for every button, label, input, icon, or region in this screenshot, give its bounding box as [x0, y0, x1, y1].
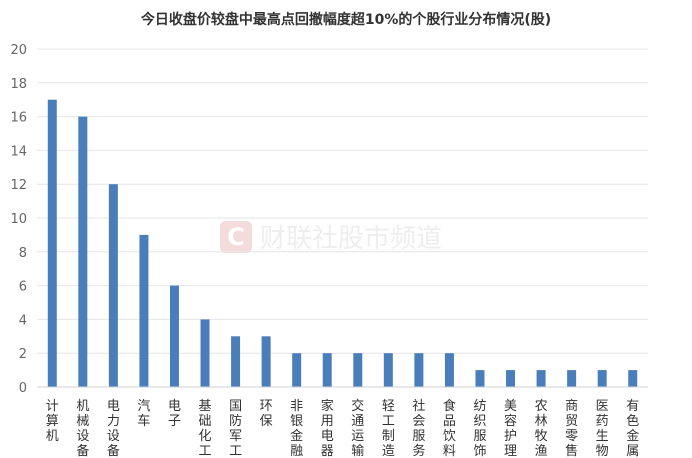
x-tick-label: 医药生物 [596, 399, 609, 458]
x-tick-label: 非银金融 [290, 399, 303, 458]
x-tick-label: 国防军工 [229, 399, 242, 458]
y-tick-label: 12 [10, 178, 27, 193]
bar [383, 353, 393, 387]
bar [139, 234, 149, 387]
x-tick-label: 社会服务 [412, 398, 425, 458]
bar [597, 370, 607, 387]
chart-title: 今日收盘价较盘中最高点回撤幅度超10%的个股行业分布情况(股) [140, 11, 551, 28]
x-tick-label: 电力设备 [107, 399, 120, 458]
y-tick-label: 4 [19, 313, 27, 328]
bar [353, 353, 363, 387]
x-tick-label: 计算机 [46, 399, 59, 444]
watermark-logo-icon [220, 221, 252, 253]
y-tick-label: 10 [10, 212, 27, 227]
y-tick-label: 0 [19, 381, 27, 396]
bar [475, 370, 485, 387]
x-tick-label: 汽车 [137, 399, 150, 429]
bar [444, 353, 454, 387]
x-tick-label: 食品饮料 [443, 398, 456, 458]
bars [47, 99, 638, 387]
watermark: C 财联社股市频道 [220, 221, 442, 254]
x-tick-label: 电子 [168, 399, 181, 429]
grid-lines [37, 48, 648, 354]
bar [414, 353, 424, 387]
y-tick-label: 16 [10, 111, 27, 126]
bar [108, 184, 118, 387]
bar [536, 370, 546, 387]
watermark-text: 财联社股市频道 [260, 224, 442, 254]
bar [322, 353, 332, 387]
y-tick-label: 6 [19, 280, 27, 295]
x-tick-label: 基础化工 [199, 399, 212, 458]
y-tick-label: 20 [10, 43, 27, 58]
x-tick-label: 有色金属 [626, 399, 639, 458]
x-tick-label: 纺织服饰 [473, 399, 486, 458]
bar [292, 353, 302, 387]
y-axis-ticks: 0 2 4 6 8 10 12 14 16 18 20 [10, 43, 27, 396]
bar [231, 336, 241, 387]
x-tick-label: 机械设备 [76, 399, 89, 458]
bar [200, 319, 210, 387]
bar [567, 370, 577, 387]
watermark-logo-letter: C [227, 223, 245, 251]
x-tick-label: 交通运输 [351, 398, 364, 458]
y-tick-label: 8 [19, 246, 27, 261]
bar [169, 285, 179, 387]
x-tick-label: 环保 [260, 399, 273, 429]
x-tick-label: 农林牧渔 [535, 399, 548, 458]
bar [261, 336, 271, 387]
x-tick-label: 美容护理 [504, 399, 517, 458]
bar [47, 99, 57, 387]
x-tick-label: 家用电器 [321, 398, 334, 458]
bar [506, 370, 516, 387]
x-tick-label: 商贸零售 [565, 399, 578, 458]
y-tick-label: 18 [10, 77, 27, 92]
bar [78, 116, 88, 387]
y-tick-label: 2 [19, 347, 27, 362]
x-tick-label: 轻工制造 [382, 399, 395, 458]
y-tick-label: 14 [10, 144, 27, 159]
bar [628, 370, 638, 387]
